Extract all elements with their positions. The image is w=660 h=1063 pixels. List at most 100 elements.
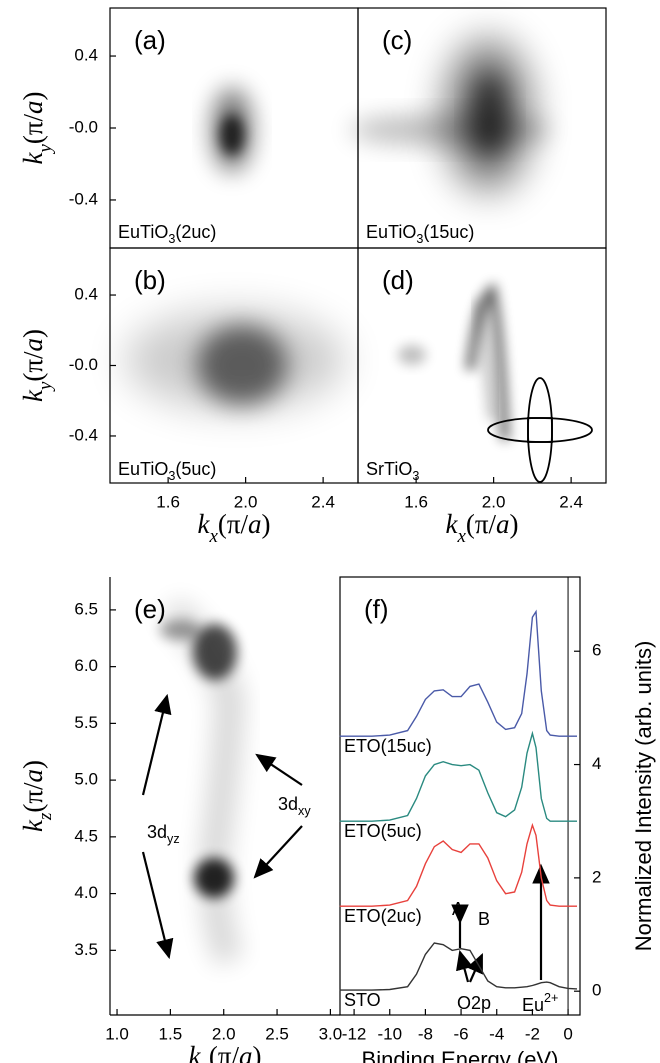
y-tick-label: 5.0: [74, 770, 98, 789]
y-tick-label: -0.4: [69, 425, 98, 444]
text-part: y: [35, 144, 56, 155]
x-tick-label: 2.0: [234, 492, 258, 511]
text-part: ): [18, 760, 48, 769]
y-axis-title: kz(π/a): [18, 760, 56, 832]
y-tick-label: 6.5: [74, 599, 98, 618]
x-tick-label: 2.4: [559, 492, 583, 511]
text-part: A: [452, 899, 464, 919]
text-part: B: [478, 909, 490, 929]
panel-label: (f): [364, 594, 389, 624]
text-part: x: [199, 1058, 209, 1063]
annotation: EuTiO3(15uc): [366, 222, 474, 247]
text-part: xy: [298, 804, 311, 818]
x-tick-label: 2.0: [482, 492, 506, 511]
x-tick-label: -10: [377, 1024, 402, 1043]
x-axis-title: kx(π/a): [189, 1041, 262, 1063]
text-part: 3d: [147, 822, 167, 842]
text-part: (π/: [218, 509, 249, 539]
y-tick-label: 0: [592, 981, 601, 1000]
series-label: ETO(15uc): [344, 736, 432, 756]
y-tick-label: 2: [592, 867, 601, 886]
x-tick-label: 1.0: [105, 1024, 129, 1043]
text-part: ): [18, 92, 48, 101]
panel-label: (a): [134, 25, 166, 55]
spectrum-line: [339, 822, 577, 907]
x-tick-label: 2.0: [212, 1024, 236, 1043]
x-tick-label: 3.0: [319, 1024, 343, 1043]
text-part: (15uc): [423, 222, 474, 242]
x-axis-title: Binding Energy (eV): [362, 1047, 559, 1063]
text-part: SrTiO: [366, 459, 412, 479]
text-part: (π/: [18, 114, 48, 145]
text-part: (π/: [209, 1041, 240, 1063]
text-part: ): [510, 509, 519, 539]
x-tick-label: 0: [563, 1024, 572, 1043]
annotation: 3dxy: [278, 794, 311, 819]
y-tick-label: -0.0: [69, 117, 98, 136]
annotation: A: [452, 899, 464, 919]
arrows: [141, 693, 550, 983]
y-tick-label: 0.4: [74, 46, 98, 65]
y-tick-label: 6.0: [74, 656, 98, 675]
y-tick-label: 0.4: [74, 285, 98, 304]
spectrum-line: [339, 730, 577, 822]
y-tick-label: 4: [592, 754, 601, 773]
y-tick-label: -0.0: [69, 355, 98, 374]
text-part: (2uc): [175, 222, 216, 242]
annotation: B: [478, 909, 490, 929]
text-part: a: [248, 509, 262, 539]
annotation: SrTiO3: [366, 459, 419, 484]
x-tick-label: -12: [342, 1024, 367, 1043]
series-label: ETO(5uc): [344, 821, 422, 841]
series-label: ETO(2uc): [344, 906, 422, 926]
y-tick-label: 4.0: [74, 883, 98, 902]
text-part: k: [198, 509, 211, 539]
x-tick-label: 2.5: [265, 1024, 289, 1043]
text-part: ): [253, 1041, 262, 1063]
x-tick-label: -2: [525, 1024, 540, 1043]
x-tick-label: 1.6: [156, 492, 180, 511]
text-part: ): [262, 509, 271, 539]
text-part: 3: [168, 232, 175, 246]
text-part: ): [18, 329, 48, 338]
panel-label: (e): [134, 594, 166, 624]
text-part: yz: [167, 832, 180, 846]
text-part: (π/: [18, 782, 48, 813]
text-part: y: [35, 381, 56, 392]
text-part: k: [446, 509, 459, 539]
series-label: STO: [344, 990, 381, 1010]
text-part: (π/: [18, 351, 48, 382]
annotation: 3dyz: [147, 822, 180, 847]
text-part: a: [496, 509, 510, 539]
text-part: Eu: [522, 995, 544, 1015]
text-part: a: [239, 1041, 253, 1063]
text-part: k: [18, 389, 48, 402]
text-part: a: [18, 101, 48, 115]
x-tick-label: 1.5: [159, 1024, 183, 1043]
x-tick-label: -8: [418, 1024, 433, 1043]
text-part: k: [189, 1041, 202, 1063]
text-part: O2p: [457, 993, 491, 1013]
panel-label: (b): [134, 265, 166, 295]
text-part: z: [35, 812, 56, 821]
intensity-maps: [125, 40, 593, 967]
text-part: a: [18, 338, 48, 352]
annotation: O2p: [457, 993, 491, 1013]
x-tick-label: 2.4: [311, 492, 335, 511]
x-tick-label: 1.6: [404, 492, 428, 511]
text-part: k: [18, 819, 48, 832]
y-tick-label: -0.4: [69, 189, 98, 208]
spectrum-line: [339, 942, 578, 991]
y-tick-label: 4.5: [74, 826, 98, 845]
x-axis-title: kx(π/a): [446, 509, 519, 547]
x-tick-label: -4: [489, 1024, 504, 1043]
x-tick-label: -6: [454, 1024, 469, 1043]
text-part: EuTiO: [366, 222, 416, 242]
text-part: 3: [412, 469, 419, 483]
y-tick-label: 5.5: [74, 713, 98, 732]
text-part: EuTiO: [118, 222, 168, 242]
annotation: EuTiO3(2uc): [118, 222, 216, 247]
y-tick-label: 3.5: [74, 940, 98, 959]
text-part: (5uc): [175, 459, 216, 479]
